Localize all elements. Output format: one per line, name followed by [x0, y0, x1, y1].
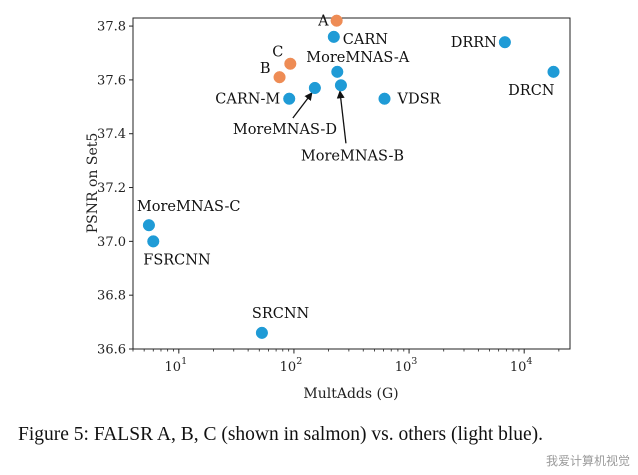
- label-carn: CARN: [343, 32, 388, 48]
- label-c: C: [272, 45, 283, 61]
- point-moremnas-c: [142, 219, 155, 232]
- point-carn-m: [283, 92, 296, 105]
- point-c: [284, 57, 297, 70]
- x-axis: 101 102 103 104: [132, 349, 560, 375]
- point-moremnas-b: [334, 79, 347, 92]
- y-tick-label: 37.6: [97, 73, 126, 88]
- x-tick-label: 104: [510, 356, 533, 375]
- x-tick-label: 102: [280, 356, 303, 375]
- label-moremnas-c: MoreMNAS-C: [137, 199, 241, 215]
- label-moremnas-d: MoreMNAS-D: [233, 122, 337, 138]
- point-b: [273, 71, 286, 84]
- label-moremnas-b: MoreMNAS-B: [301, 148, 404, 164]
- point-moremnas-a: [331, 65, 344, 78]
- point-labels: A BC CARN MoreMNAS-A CARN-M VDSR DRRN DRCN MoreM…: [137, 14, 555, 322]
- watermark: 我爱计算机视觉: [545, 454, 630, 468]
- y-tick-label: 36.8: [97, 289, 126, 304]
- label-moremnas-a: MoreMNAS-A: [306, 50, 409, 66]
- point-drcn: [547, 65, 560, 78]
- plot-frame: [132, 17, 571, 350]
- y-tick-label: 37.4: [97, 127, 126, 142]
- y-tick-label: 37.0: [97, 235, 126, 250]
- data-points: [142, 14, 560, 339]
- y-tick-label: 37.2: [97, 181, 126, 196]
- point-a: [330, 14, 343, 27]
- label-srcnn: SRCNN: [252, 306, 310, 322]
- point-carn: [327, 30, 340, 43]
- label-fsrcnn: FSRCNN: [143, 252, 211, 268]
- scatter-chart: 36.636.837.037.237.437.637.8 101 102 103 10…: [85, 14, 571, 402]
- x-tick-label: 101: [165, 356, 188, 375]
- point-moremnas-d: [308, 81, 321, 95]
- label-carn-m: CARN-M: [215, 92, 280, 108]
- point-srcnn: [255, 326, 268, 339]
- annotation-arrows: [292, 90, 347, 144]
- x-axis-label: MultAdds (G): [303, 386, 398, 402]
- figure-caption: Figure 5: FALSR A, B, C (shown in salmon…: [18, 424, 544, 445]
- arrow-moremnas-d: [292, 92, 313, 119]
- point-vdsr: [378, 92, 391, 105]
- y-tick-label: 36.6: [97, 343, 126, 358]
- y-axis: 36.6 36.8 37.0 37.2 37.4 37.6 37.8: [97, 20, 133, 358]
- y-axis-label: PSNR on Set5: [85, 133, 101, 234]
- point-drrn: [498, 36, 511, 49]
- y-tick-label: 37.8: [97, 20, 126, 35]
- label-b: B: [260, 61, 271, 77]
- arrow-moremnas-b: [336, 90, 347, 144]
- x-tick-label: 103: [395, 356, 418, 375]
- label-drrn: DRRN: [451, 35, 497, 51]
- label-drcn: DRCN: [508, 83, 555, 99]
- point-fsrcnn: [147, 235, 160, 248]
- label-a: A: [317, 14, 329, 30]
- label-vdsr: VDSR: [397, 92, 442, 108]
